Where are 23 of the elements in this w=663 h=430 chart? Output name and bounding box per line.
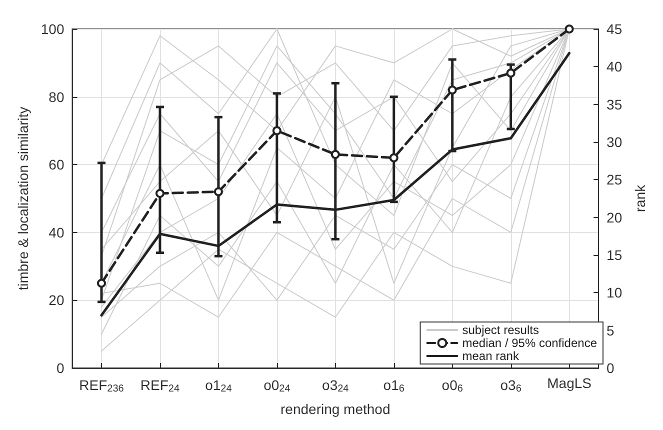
y-axis-title: timbre & localization similarity: [15, 106, 31, 290]
y-tick-label: 20: [48, 292, 64, 308]
y2-tick-label: 40: [606, 58, 622, 75]
x-axis-title: rendering method: [280, 401, 390, 417]
x-tick-label: MagLS: [547, 375, 592, 391]
y2-tick-label: 15: [606, 247, 622, 263]
y2-tick-label: 20: [606, 209, 622, 226]
y2-tick-label: 5: [606, 322, 615, 338]
y-tick-label: 100: [40, 21, 64, 37]
y-tick-label: 0: [56, 360, 64, 376]
y2-tick-label: 10: [606, 284, 622, 301]
y-tick-label: 80: [48, 88, 64, 105]
y2-tick-label: 0: [606, 360, 615, 376]
legend-label: mean rank: [462, 349, 520, 363]
y2-tick-label: 30: [606, 134, 622, 150]
y2-axis-title: rank: [632, 184, 648, 212]
legend-label: subject results: [462, 323, 539, 337]
y2-tick-label: 45: [606, 21, 622, 37]
legend-label: median / 95% confidence: [462, 336, 598, 350]
y2-tick-label: 35: [606, 96, 622, 112]
y2-tick-label: 25: [606, 172, 622, 188]
y-tick-label: 40: [48, 224, 64, 240]
y-tick-label: 60: [48, 156, 64, 173]
